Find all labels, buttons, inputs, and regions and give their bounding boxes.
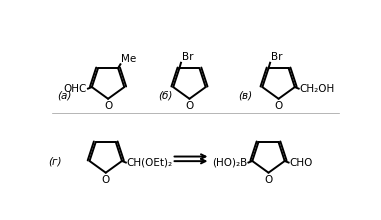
Text: (HO)₂B: (HO)₂B [212, 158, 248, 168]
Text: Br: Br [182, 52, 193, 62]
Text: (г): (г) [49, 156, 62, 166]
Text: (а): (а) [58, 91, 72, 101]
Text: OHC: OHC [64, 84, 87, 94]
Text: O: O [274, 101, 283, 111]
Text: O: O [104, 101, 112, 111]
Text: Br: Br [271, 52, 282, 62]
Text: O: O [264, 175, 273, 185]
Text: CH(OEt)₂: CH(OEt)₂ [126, 158, 173, 168]
Text: CH₂OH: CH₂OH [299, 84, 335, 94]
Text: Me: Me [121, 53, 136, 64]
Text: (в): (в) [238, 91, 252, 101]
Text: O: O [185, 101, 194, 111]
Text: O: O [102, 175, 110, 185]
Text: CHO: CHO [289, 158, 313, 168]
Text: (б): (б) [158, 91, 173, 101]
